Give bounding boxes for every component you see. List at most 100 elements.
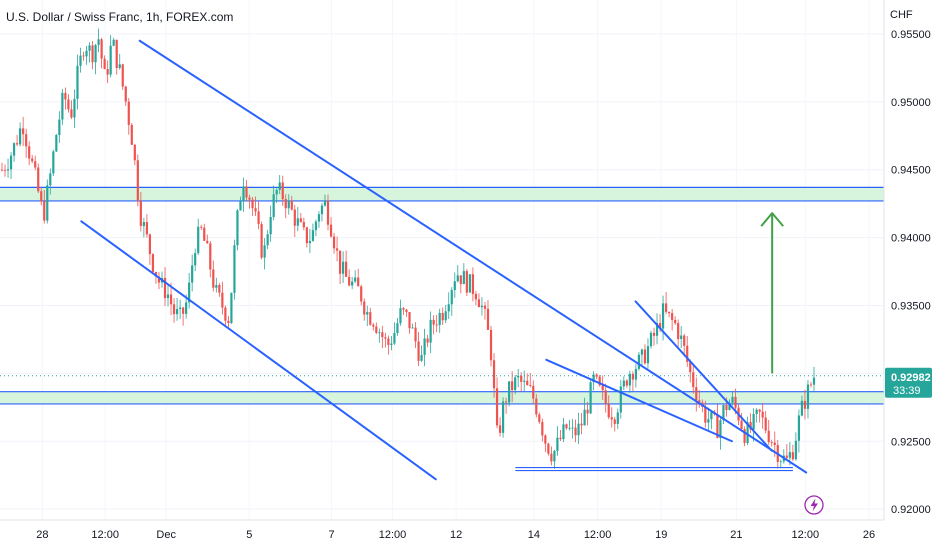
support-base-line[interactable]	[515, 466, 793, 472]
price-tag-background	[885, 367, 932, 398]
candle	[722, 403, 725, 425]
candle	[420, 345, 423, 362]
candle	[245, 179, 248, 201]
candle	[432, 315, 435, 335]
candle	[52, 149, 55, 177]
resistance-zone[interactable]	[0, 187, 884, 201]
descending-lower-trendline[interactable]	[80, 220, 437, 481]
candle	[215, 277, 218, 293]
candle	[474, 290, 478, 306]
candle	[275, 188, 278, 204]
y-tick-label: 0.94500	[891, 165, 931, 177]
candle	[586, 401, 589, 426]
candle	[91, 40, 94, 70]
wedge-lower-trendline[interactable]	[545, 358, 733, 443]
candle	[200, 224, 203, 231]
event-lightning-icon[interactable]	[804, 495, 824, 515]
candle	[505, 397, 508, 414]
candle	[797, 409, 801, 453]
candle	[595, 373, 598, 380]
candle	[55, 133, 58, 153]
x-tick-label: 14	[528, 529, 540, 541]
candle	[296, 207, 299, 232]
candle	[97, 28, 100, 53]
candle	[565, 423, 568, 430]
candle	[640, 348, 644, 365]
candle	[118, 54, 121, 70]
candle	[157, 271, 161, 290]
target-arrow[interactable]	[760, 212, 784, 374]
candle	[764, 411, 767, 434]
candle	[269, 205, 272, 242]
y-tick-label: 0.94000	[891, 233, 931, 245]
candle	[284, 194, 287, 219]
candle	[230, 292, 233, 324]
support-zone[interactable]	[0, 391, 884, 404]
descending-upper-trendline[interactable]	[138, 39, 808, 474]
candle	[405, 308, 408, 317]
candle	[326, 194, 330, 231]
candle	[145, 214, 148, 238]
candle	[182, 306, 185, 326]
candle	[664, 292, 668, 315]
candle	[450, 287, 453, 316]
candle	[399, 299, 402, 326]
candle	[411, 323, 414, 329]
candle	[695, 377, 698, 412]
candle	[351, 276, 354, 290]
candle	[652, 327, 656, 346]
candle	[541, 418, 544, 442]
candle	[806, 379, 810, 419]
candle	[15, 134, 19, 147]
candle	[100, 37, 103, 69]
candle	[212, 260, 215, 292]
candle	[498, 417, 502, 437]
candle	[683, 333, 686, 357]
x-tick-label: 12	[450, 529, 462, 541]
candle	[628, 370, 631, 393]
candle	[169, 282, 173, 316]
candle	[634, 363, 638, 388]
candle	[514, 374, 517, 395]
candle	[601, 375, 604, 401]
candle	[142, 217, 145, 238]
candle	[495, 377, 499, 429]
candle	[710, 411, 713, 430]
candle	[643, 344, 647, 365]
candle	[0, 162, 4, 172]
candle	[257, 201, 260, 230]
x-tick-label: Dec	[156, 529, 176, 541]
candle	[501, 397, 505, 438]
candle	[329, 217, 333, 238]
candle	[58, 111, 61, 143]
candle	[812, 366, 816, 393]
candle	[67, 94, 70, 113]
candle	[191, 254, 194, 292]
candle	[674, 316, 677, 326]
candle	[610, 407, 613, 428]
x-tick-label: 19	[655, 529, 667, 541]
candle	[6, 158, 10, 178]
candle	[387, 335, 390, 355]
candle	[483, 302, 487, 320]
candle	[489, 325, 493, 367]
candle	[22, 116, 25, 147]
candle	[260, 221, 263, 260]
wedge-upper-trendline[interactable]	[634, 300, 773, 452]
candle	[109, 35, 112, 78]
candle	[791, 444, 794, 461]
candle	[453, 272, 456, 298]
candle	[598, 375, 601, 387]
candle	[568, 419, 571, 431]
currency-label: CHF	[890, 9, 913, 21]
candle	[311, 223, 315, 242]
candle	[511, 371, 514, 403]
candle	[604, 383, 607, 413]
candle	[305, 226, 308, 248]
candle	[263, 238, 266, 270]
y-tick-label: 0.95500	[891, 29, 931, 41]
candle	[40, 186, 43, 206]
candle	[704, 400, 707, 428]
